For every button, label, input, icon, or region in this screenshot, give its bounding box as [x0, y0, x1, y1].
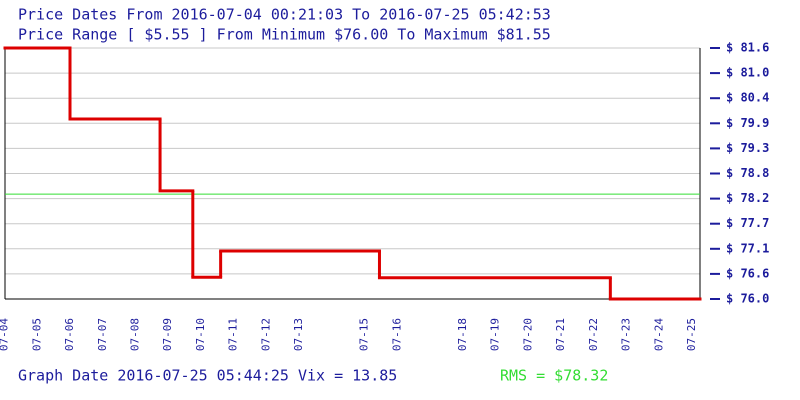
rms-label: RMS = $78.32 — [500, 367, 608, 385]
x-tick-label: 07-16 — [390, 318, 403, 351]
x-tick-label: 07-20 — [521, 318, 534, 351]
x-tick-label: 07-23 — [620, 318, 633, 351]
x-tick-label: 07-08 — [128, 318, 141, 351]
y-tick-label: $ 79.3 — [726, 141, 769, 155]
y-tick-label: $ 78.2 — [726, 191, 769, 205]
x-tick-label: 07-10 — [194, 318, 207, 351]
y-tick-label: $ 78.8 — [726, 166, 769, 180]
x-tick-label: 07-25 — [685, 318, 698, 351]
chart-title: Price Dates From 2016-07-04 00:21:03 To … — [18, 6, 551, 24]
x-tick-label: 07-24 — [652, 318, 665, 351]
x-tick-label: 07-13 — [292, 318, 305, 351]
x-tick-label: 07-07 — [96, 318, 109, 351]
x-tick-label: 07-06 — [63, 318, 76, 351]
x-tick-label: 07-04 — [0, 318, 11, 351]
y-tick-label: $ 81.0 — [726, 66, 769, 80]
x-tick-label: 07-22 — [587, 318, 600, 351]
x-tick-label: 07-12 — [259, 318, 272, 351]
y-tick-label: $ 76.6 — [726, 266, 769, 280]
y-tick-label: $ 80.4 — [726, 91, 769, 105]
x-tick-label: 07-09 — [161, 318, 174, 351]
y-tick-label: $ 81.6 — [726, 41, 769, 55]
y-tick-label: $ 77.1 — [726, 241, 769, 255]
y-tick-label: $ 77.7 — [726, 216, 769, 230]
x-tick-label: 07-18 — [456, 318, 469, 351]
x-tick-label: 07-15 — [358, 318, 371, 351]
footer-note: Graph Date 2016-07-25 05:44:25 Vix = 13.… — [18, 367, 397, 385]
x-tick-label: 07-05 — [30, 318, 43, 351]
x-tick-label: 07-21 — [554, 318, 567, 351]
chart-subtitle: Price Range [ $5.55 ] From Minimum $76.0… — [18, 26, 551, 44]
y-tick-label: $ 76.0 — [726, 292, 769, 306]
x-tick-label: 07-11 — [227, 318, 240, 351]
y-tick-label: $ 79.9 — [726, 116, 769, 130]
x-tick-label: 07-19 — [489, 318, 502, 351]
